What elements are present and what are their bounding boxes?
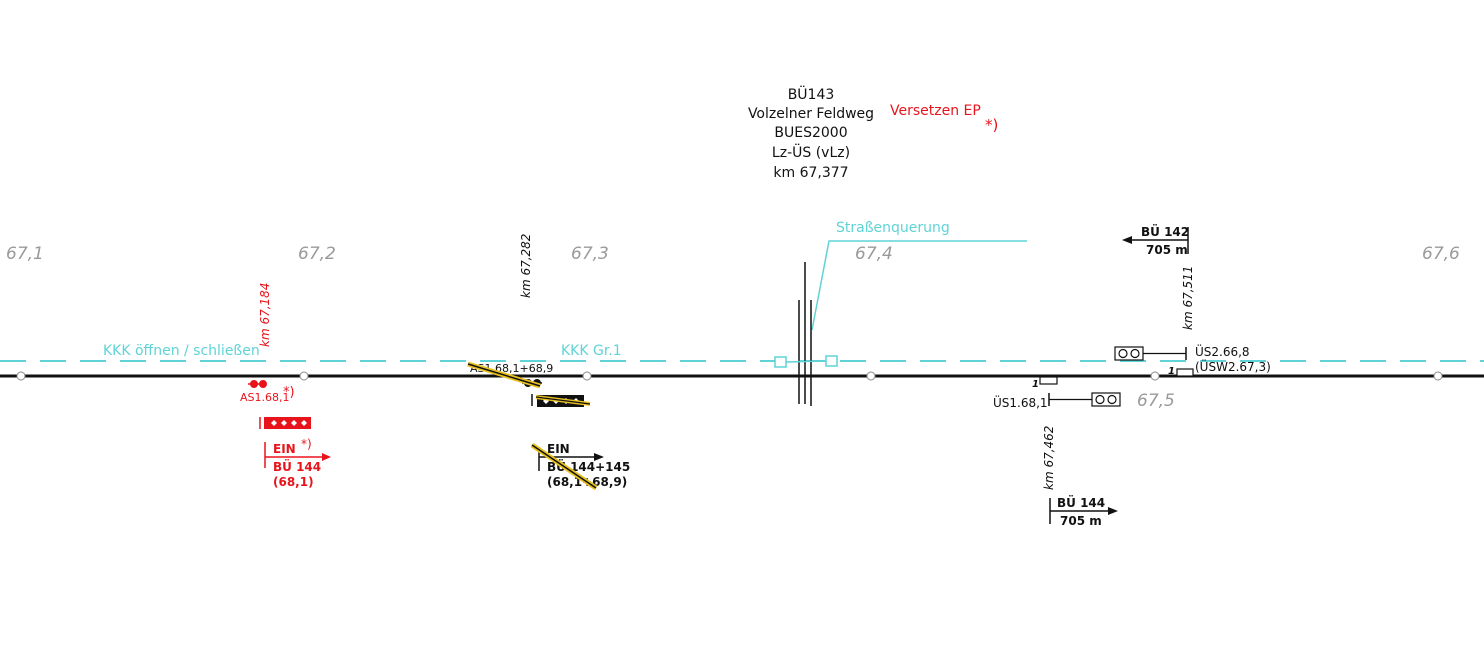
ein-note-left: *) <box>301 437 312 451</box>
km-vertical-67282: km 67,282 <box>519 234 533 298</box>
km-post-circle <box>582 371 592 381</box>
km-label-67-3: 67,3 <box>571 244 609 264</box>
km-post-circle <box>16 371 26 381</box>
warning-board-icon <box>264 417 311 429</box>
crossing-posts <box>798 262 812 406</box>
km-post-markers <box>16 371 1443 381</box>
warning-diamonds <box>271 420 307 426</box>
versetzen-note: *) <box>985 116 998 134</box>
crossing-type: BUES2000 <box>774 125 847 141</box>
kkk-box-right <box>825 355 838 367</box>
crossing-name: Volzelner Feldweg <box>748 106 874 122</box>
bu142-label: BÜ 142 <box>1141 224 1189 239</box>
km-vertical-67184: km 67,184 <box>258 283 272 347</box>
title-block: BÜ143 Volzelner Feldweg BUES2000 Lz-ÜS (… <box>748 85 874 181</box>
versetzen-label: Versetzen EP <box>890 103 981 119</box>
crossing-mode: Lz-ÜS (vLz) <box>772 143 850 161</box>
track-contact-icon <box>1176 368 1194 377</box>
bu144-label: BÜ 144 <box>1057 495 1105 510</box>
km-vertical-67462: km 67,462 <box>1042 426 1056 490</box>
strassenquerung-label: Straßenquerung <box>836 220 950 236</box>
us266-label: ÜS2.66,8 <box>1195 343 1250 359</box>
arrow-right-icon <box>1108 507 1118 515</box>
left-signal-group: AS1.68,1 *) EIN *) BÜ 144 (68,1) <box>240 380 331 489</box>
strassenquerung-leader <box>811 240 1027 331</box>
km-label-67-4: 67,4 <box>855 244 893 264</box>
km-label-67-2: 67,2 <box>298 244 336 264</box>
track-contact-icon <box>1039 376 1058 385</box>
km-post-circle <box>1433 371 1443 381</box>
signal-lamp-icon <box>250 380 258 388</box>
signal-head-icon <box>1091 392 1121 407</box>
bu-pos-left: (68,1) <box>273 475 314 489</box>
crossing-km: km 67,377 <box>773 165 848 181</box>
contact-number-1b: 1 <box>1168 366 1175 377</box>
ein-label-left: EIN <box>273 442 296 456</box>
as-note-left: *) <box>283 385 295 400</box>
arrow-right-icon <box>322 453 331 461</box>
km-post-circle <box>1150 371 1160 381</box>
km-vertical-67511: km 67,511 <box>1181 266 1195 330</box>
kkk-group-label: KKK Gr.1 <box>561 343 622 359</box>
us168-label: ÜS1.68,1 <box>993 394 1048 410</box>
crossing-id: BÜ143 <box>788 85 835 103</box>
arrow-right-icon <box>594 453 604 461</box>
km-label-67-5: 67,5 <box>1137 391 1175 411</box>
usw-label: (ÜSW2.67,3) <box>1195 358 1271 374</box>
contact-number-1: 1 <box>1032 379 1039 390</box>
as-label-left: AS1.68,1 <box>240 391 290 404</box>
mid-signal-group: AS1.68,1+68,9 EIN BÜ 144+145 (68,1+68,9) <box>467 361 630 491</box>
right-signals: BÜ 142 705 m ÜS2.66,8 (ÜSW2.67,3) 1 1 ÜS… <box>993 224 1271 528</box>
bu142-distance: 705 m <box>1146 243 1188 257</box>
bu144-distance: 705 m <box>1060 514 1102 528</box>
km-label-67-6: 67,6 <box>1422 244 1460 264</box>
ein-label-mid: EIN <box>547 442 570 456</box>
kkk-open-close-label: KKK öffnen / schließen <box>103 343 260 359</box>
km-label-67-1: 67,1 <box>6 244 44 264</box>
kkk-box-left <box>774 356 787 368</box>
signal-lamp-icon <box>259 380 267 388</box>
arrow-left-icon <box>1122 236 1132 244</box>
km-post-circle <box>866 371 876 381</box>
km-post-circle <box>299 371 309 381</box>
bu-label-left: BÜ 144 <box>273 459 321 474</box>
